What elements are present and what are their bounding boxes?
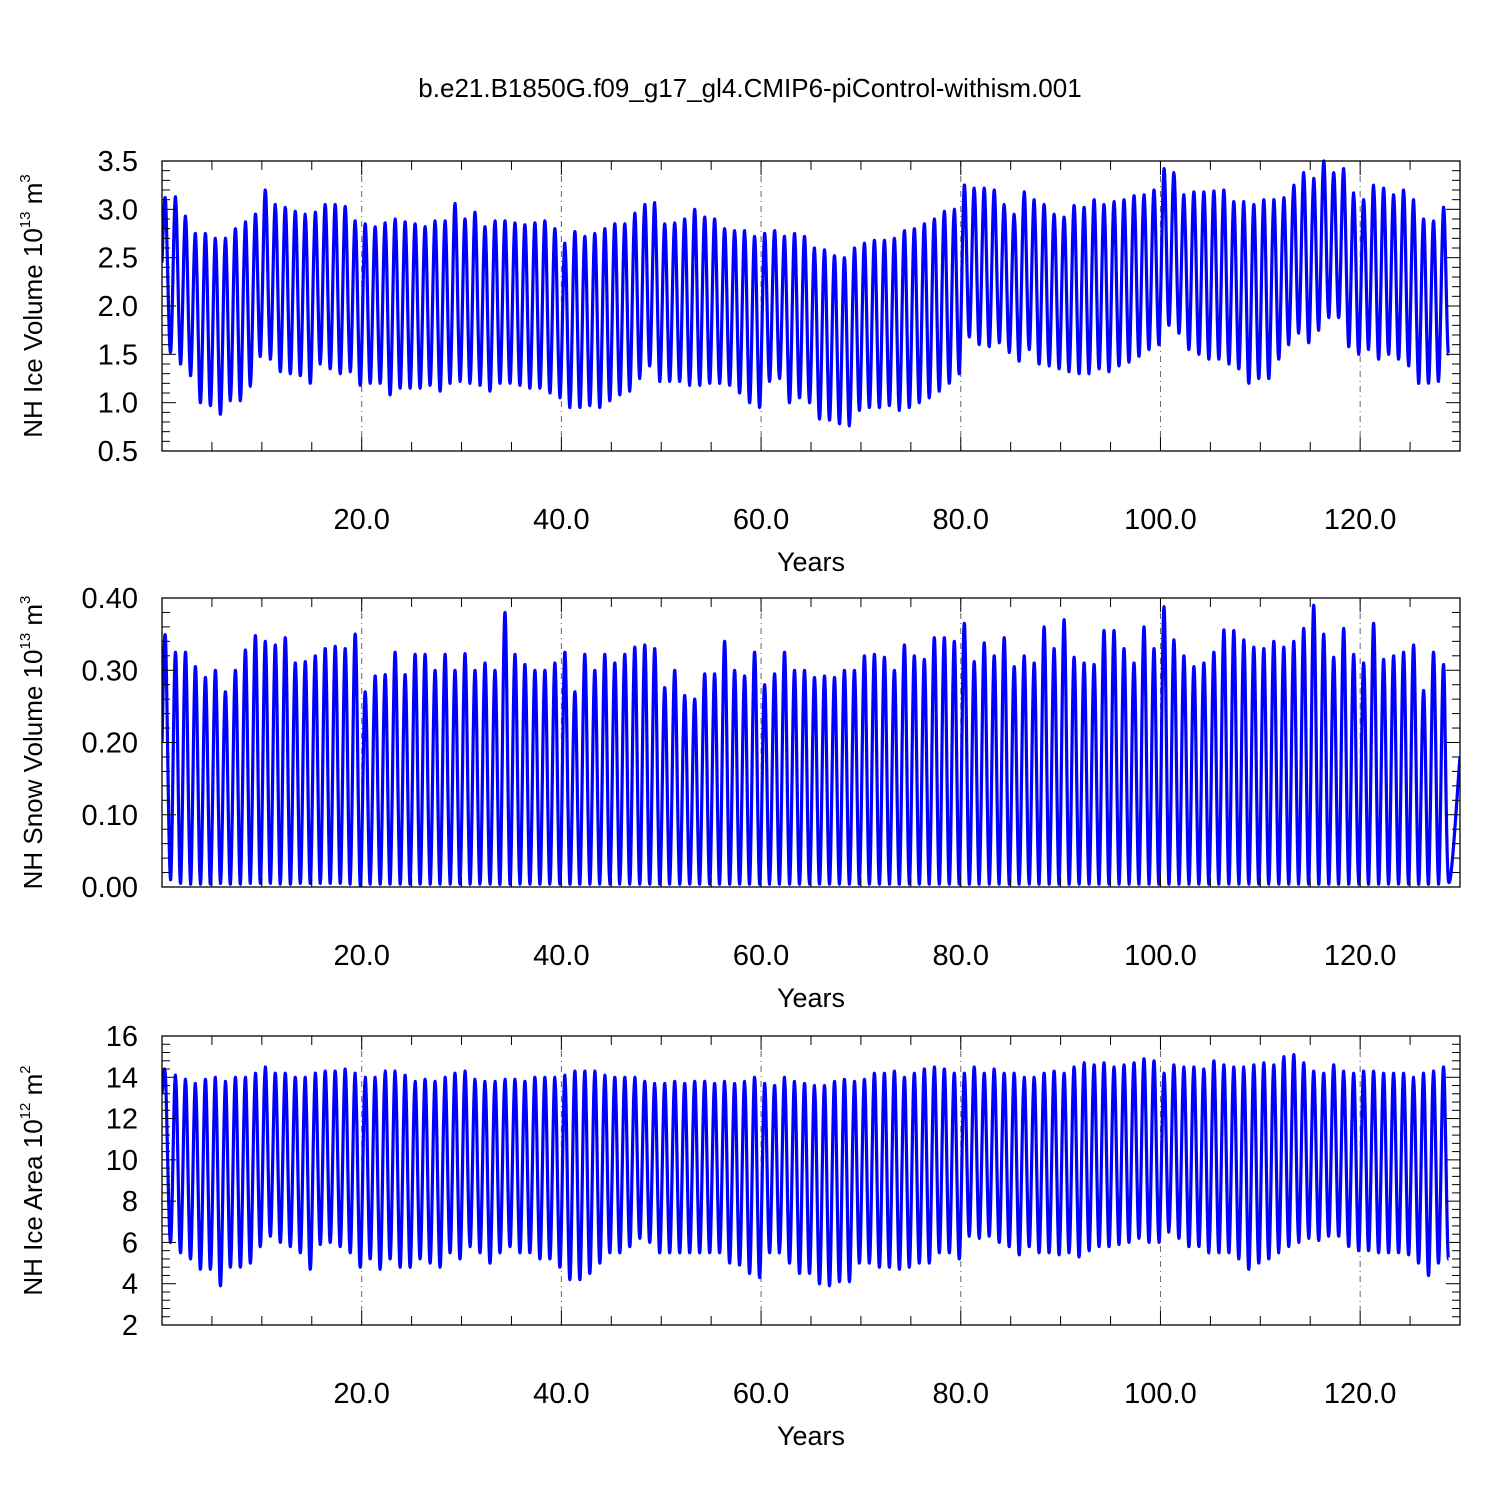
snow-volume-xtick-label: 100.0	[1124, 940, 1197, 972]
ice-area-ylabel-part: 2	[17, 1065, 34, 1073]
ice-area-xtick-label: 80.0	[933, 1378, 989, 1410]
snow-volume-xtick-label: 40.0	[533, 940, 589, 972]
ice-area-ytick-label: 8	[122, 1186, 138, 1218]
snow-volume-xtick-label: 20.0	[333, 940, 389, 972]
ice-volume-xtick-label: 60.0	[733, 504, 789, 536]
ice-area-ytick-label: 6	[122, 1227, 138, 1259]
ice-volume-ylabel-part: 3	[17, 174, 34, 182]
ice-volume-xtick-label: 40.0	[533, 504, 589, 536]
ice-volume-xtick-label: 100.0	[1124, 504, 1197, 536]
snow-volume-ylabel-part: 13	[17, 633, 34, 650]
ice-area-xtick-label: 40.0	[533, 1378, 589, 1410]
ice-area-xlabel: Years	[777, 1421, 845, 1451]
snow-volume-ylabel: NH Snow Volume 1013 m3	[17, 596, 48, 890]
ice-volume-ytick-label: 2.0	[98, 291, 138, 323]
ice-volume-ytick-label: 3.5	[98, 146, 138, 178]
snow-volume-ylabel-part: 3	[17, 596, 34, 604]
ice-area-ytick-label: 4	[122, 1269, 138, 1301]
ice-area-ylabel: NH Ice Area 1012 m2	[17, 1065, 48, 1295]
snow-volume-xtick-label: 80.0	[933, 940, 989, 972]
snow-volume-ylabel-part: m	[18, 604, 48, 633]
ice-area-ytick-label: 16	[106, 1021, 138, 1053]
panel-ice-area: 20.0 40.0 60.0 80.0 100.0 120.0 2 4 6 8 10 12 14 16 NH…	[17, 1021, 1461, 1451]
snow-volume-xtick-label: 120.0	[1324, 940, 1397, 972]
ice-area-ytick-label: 12	[106, 1104, 138, 1136]
snow-volume-ytick-label: 0.20	[82, 728, 138, 760]
panel-ice-volume: 20.0 40.0 60.0 80.0 100.0 120.0 0.5 1.0 1.5 2.0 2.…	[17, 146, 1461, 577]
snow-volume-ylabel-part: NH Snow Volume 10	[18, 650, 48, 890]
ice-volume-xlabel: Years	[777, 547, 845, 577]
snow-volume-series-line	[162, 603, 1460, 887]
ice-area-series-line	[162, 1052, 1451, 1288]
ice-volume-xtick-label: 120.0	[1324, 504, 1397, 536]
ice-volume-xtick-label: 20.0	[333, 504, 389, 536]
ice-area-ytick-label: 10	[106, 1145, 138, 1177]
snow-volume-ytick-label: 0.40	[82, 583, 138, 615]
ice-area-ylabel-part: NH Ice Area 10	[18, 1119, 48, 1295]
snow-volume-ytick-label: 0.30	[82, 655, 138, 687]
snow-volume-ytick-label: 0.10	[82, 800, 138, 832]
ice-area-ylabel-part: 12	[17, 1103, 34, 1120]
ice-volume-ytick-label: 1.0	[98, 388, 138, 420]
ice-volume-ytick-label: 1.5	[98, 339, 138, 371]
ice-area-xtick-label: 20.0	[333, 1378, 389, 1410]
ice-volume-ytick-label: 2.5	[98, 243, 138, 275]
ice-area-xtick-label: 120.0	[1324, 1378, 1397, 1410]
ice-area-xtick-label: 100.0	[1124, 1378, 1197, 1410]
ice-area-ylabel-part: m	[18, 1074, 48, 1103]
snow-volume-xtick-label: 60.0	[733, 940, 789, 972]
snow-volume-ytick-label: 0.00	[82, 872, 138, 904]
ice-volume-ylabel-part: NH Ice Volume 10	[18, 228, 48, 438]
ice-area-xtick-label: 60.0	[733, 1378, 789, 1410]
ice-volume-xtick-label: 80.0	[933, 504, 989, 536]
ice-volume-series-line	[162, 159, 1451, 428]
ice-volume-ytick-label: 0.5	[98, 436, 138, 468]
snow-volume-xlabel: Years	[777, 983, 845, 1013]
ice-volume-ytick-label: 3.0	[98, 194, 138, 226]
ice-volume-ylabel-part: 13	[17, 211, 34, 228]
ice-volume-ylabel: NH Ice Volume 1013 m3	[17, 174, 48, 437]
panels: 20.0 40.0 60.0 80.0 100.0 120.0 0.5 1.0 1.5 2.0 2.…	[17, 146, 1461, 1451]
figure-title: b.e21.B1850G.f09_g17_gl4.CMIP6-piControl…	[418, 73, 1081, 103]
ice-volume-ylabel-part: m	[18, 183, 48, 212]
ice-area-ytick-label: 14	[106, 1062, 138, 1094]
panel-snow-volume: 20.0 40.0 60.0 80.0 100.0 120.0 0.00 0.10 0.20 0.…	[17, 583, 1461, 1013]
ice-area-ytick-label: 2	[122, 1310, 138, 1342]
